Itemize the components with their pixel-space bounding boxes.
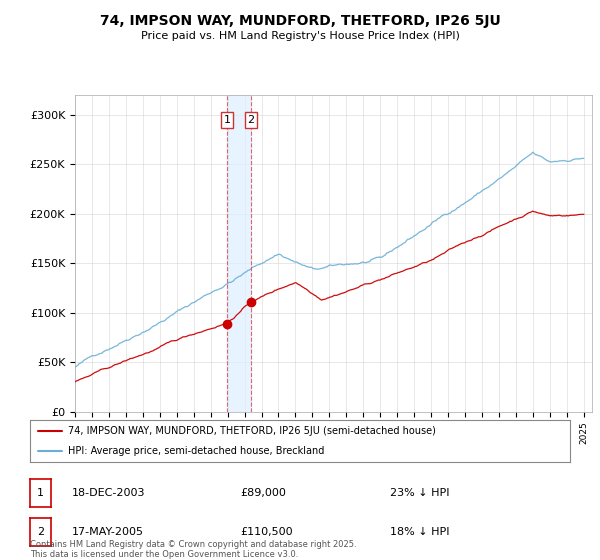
Text: 74, IMPSON WAY, MUNDFORD, THETFORD, IP26 5JU (semi-detached house): 74, IMPSON WAY, MUNDFORD, THETFORD, IP26… [68, 426, 436, 436]
Text: 1: 1 [223, 115, 230, 125]
Text: 2: 2 [247, 115, 254, 125]
Text: 23% ↓ HPI: 23% ↓ HPI [390, 488, 449, 498]
Text: 18-DEC-2003: 18-DEC-2003 [72, 488, 146, 498]
Text: 2: 2 [37, 527, 44, 537]
Text: £110,500: £110,500 [240, 527, 293, 537]
Text: 18% ↓ HPI: 18% ↓ HPI [390, 527, 449, 537]
Bar [227, 95, 251, 412]
Text: £89,000: £89,000 [240, 488, 286, 498]
Text: 17-MAY-2005: 17-MAY-2005 [72, 527, 144, 537]
Text: Price paid vs. HM Land Registry's House Price Index (HPI): Price paid vs. HM Land Registry's House … [140, 31, 460, 41]
Text: Contains HM Land Registry data © Crown copyright and database right 2025.
This d: Contains HM Land Registry data © Crown c… [30, 540, 356, 559]
Text: HPI: Average price, semi-detached house, Breckland: HPI: Average price, semi-detached house,… [68, 446, 324, 456]
Text: 74, IMPSON WAY, MUNDFORD, THETFORD, IP26 5JU: 74, IMPSON WAY, MUNDFORD, THETFORD, IP26… [100, 14, 500, 28]
Text: 1: 1 [37, 488, 44, 498]
